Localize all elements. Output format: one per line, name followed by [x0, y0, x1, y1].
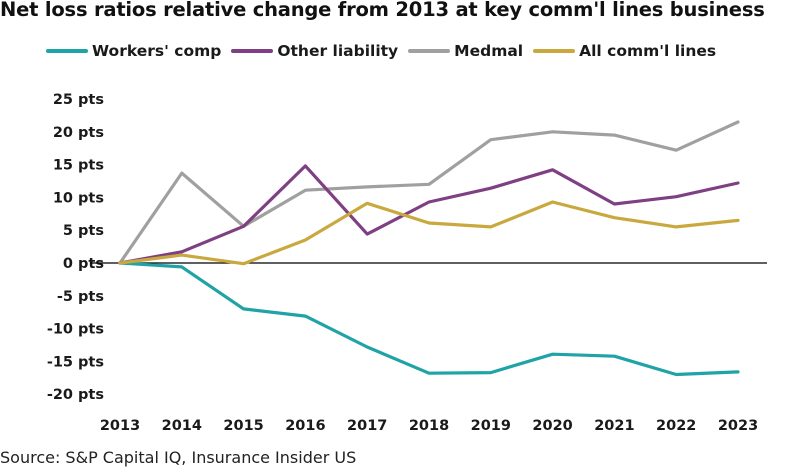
- legend-swatch-medmal: [408, 49, 451, 53]
- series-lines: [118, 120, 740, 377]
- legend-item-all-comml-lines: All comm'l lines: [533, 42, 716, 60]
- legend-swatch-all-comml-lines: [533, 49, 576, 53]
- source-note: Source: S&P Capital IQ, Insurance Inside…: [0, 448, 357, 467]
- series-line-other-liability: [118, 164, 740, 265]
- legend-label-workers-comp: Workers' comp: [92, 42, 222, 60]
- x-tick-label: 2014: [162, 418, 202, 434]
- x-tick-label: 2023: [718, 418, 758, 434]
- x-tick-label: 2018: [409, 418, 449, 434]
- y-tick-label: 25 pts: [53, 92, 104, 108]
- x-tick-label: 2016: [285, 418, 325, 434]
- x-tick-label: 2013: [100, 418, 140, 434]
- series-line-medmal: [118, 120, 740, 265]
- x-tick-label: 2020: [532, 418, 572, 434]
- y-tick-label: -20 pts: [47, 387, 104, 403]
- y-tick-label: -15 pts: [47, 354, 104, 370]
- legend-item-other-liability: Other liability: [231, 42, 398, 60]
- series-line-workers-comp: [118, 261, 740, 377]
- legend-label-medmal: Medmal: [454, 42, 524, 60]
- chart-title: Net loss ratios relative change from 201…: [0, 0, 765, 21]
- y-axis-ticks: 25 pts 20 pts 15 pts 10 pts 5 pts 0 pts -5 pts…: [47, 92, 104, 403]
- y-tick-label: -10 pts: [47, 322, 104, 338]
- x-tick-label: 2015: [223, 418, 263, 434]
- y-tick-label: 20 pts: [53, 125, 104, 141]
- y-tick-label: 15 pts: [53, 158, 104, 174]
- chart-legend: Workers' comp Other liability Medmal All…: [46, 42, 726, 60]
- legend-swatch-workers-comp: [46, 49, 88, 53]
- x-tick-label: 2021: [594, 418, 634, 434]
- legend-label-all-comml-lines: All comm'l lines: [579, 42, 717, 60]
- y-tick-label: -5 pts: [57, 289, 104, 305]
- y-tick-label: 5 pts: [63, 223, 104, 239]
- x-axis-ticks: 2013 2014 2015 2016 2017 2018 2019 2020 2021 2022…: [100, 418, 758, 434]
- legend-swatch-other-liability: [231, 49, 274, 53]
- y-tick-label: 10 pts: [53, 190, 104, 206]
- x-tick-label: 2022: [656, 418, 696, 434]
- x-tick-label: 2019: [471, 418, 511, 434]
- legend-item-workers-comp: Workers' comp: [46, 42, 221, 60]
- series-line-all-comm-l-lines: [118, 200, 740, 266]
- y-tick-label: 0 pts: [63, 256, 104, 272]
- legend-item-medmal: Medmal: [408, 42, 523, 60]
- x-tick-label: 2017: [347, 418, 387, 434]
- legend-label-other-liability: Other liability: [277, 42, 399, 60]
